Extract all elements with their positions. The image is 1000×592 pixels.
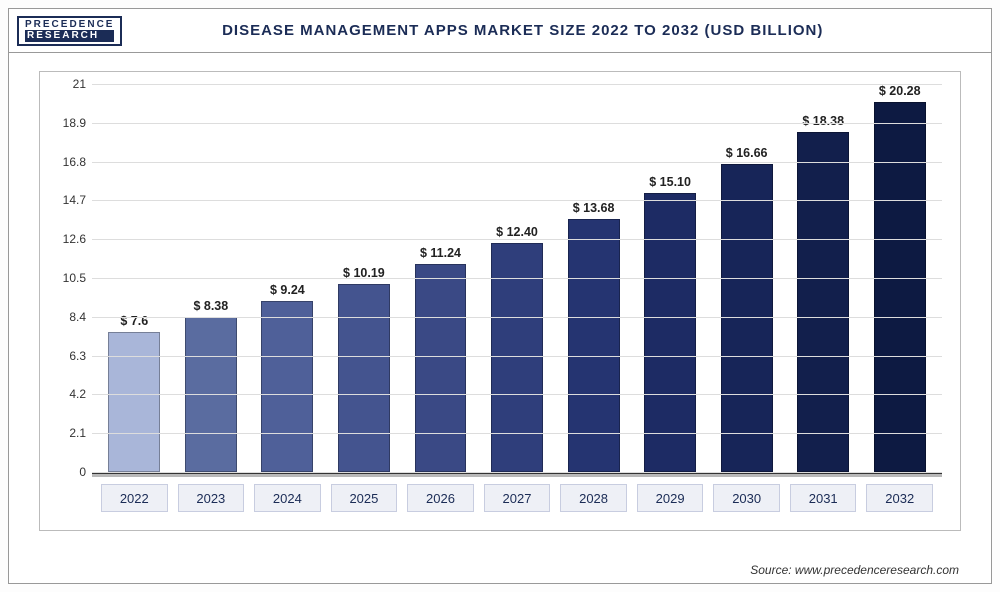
bar-value-label: $ 12.40 [496, 225, 538, 239]
grid-line [92, 356, 942, 357]
x-category-label: 2031 [790, 484, 857, 512]
source-citation: Source: www.precedenceresearch.com [750, 563, 959, 577]
grid-line [92, 123, 942, 124]
bar-rect [338, 284, 390, 472]
y-tick-label: 16.8 [48, 155, 86, 169]
x-category-label: 2029 [637, 484, 704, 512]
x-category-label: 2028 [560, 484, 627, 512]
bar-value-label: $ 7.6 [120, 314, 148, 328]
y-tick-label: 14.7 [48, 193, 86, 207]
bar-value-label: $ 11.24 [420, 246, 461, 260]
x-category-label: 2024 [254, 484, 321, 512]
chart-frame: PRECEDENCE RESEARCH DISEASE MANAGEMENT A… [8, 8, 992, 584]
y-tick-label: 8.4 [48, 310, 86, 324]
y-tick-label: 6.3 [48, 349, 86, 363]
x-category-label: 2027 [484, 484, 551, 512]
y-tick-label: 21 [48, 77, 86, 91]
x-axis-labels: 2022 2023 2024 2025 2026 2027 2028 2029 2030 2031… [92, 484, 942, 516]
bar-value-label: $ 20.28 [879, 84, 921, 98]
x-category-label: 2023 [178, 484, 245, 512]
logo-text-bottom: RESEARCH [25, 30, 114, 42]
bar-rect [874, 102, 926, 472]
logo-text-top: PRECEDENCE [25, 20, 114, 30]
bar-value-label: $ 9.24 [270, 283, 305, 297]
plot-area: $ 7.6$ 8.38$ 9.24$ 10.19$ 11.24$ 12.40$ … [92, 84, 942, 474]
bar-rect [797, 132, 849, 472]
bar-rect [108, 332, 160, 472]
x-category-label: 2022 [101, 484, 168, 512]
x-category-label: 2030 [713, 484, 780, 512]
grid-line [92, 472, 942, 473]
chart-title: DISEASE MANAGEMENT APPS MARKET SIZE 2022… [134, 22, 991, 39]
bar-rect [415, 264, 467, 472]
bar-rect [721, 164, 773, 472]
x-category-label: 2026 [407, 484, 474, 512]
chart-area: $ 7.6$ 8.38$ 9.24$ 10.19$ 11.24$ 12.40$ … [39, 71, 961, 531]
bar-value-label: $ 18.38 [802, 114, 844, 128]
y-tick-label: 2.1 [48, 426, 86, 440]
bar-value-label: $ 15.10 [649, 175, 691, 189]
grid-line [92, 394, 942, 395]
y-tick-label: 0 [48, 465, 86, 479]
baseline-shadow [92, 474, 942, 477]
bar-rect [261, 301, 313, 472]
bar-value-label: $ 16.66 [726, 146, 768, 160]
bar-rect [644, 193, 696, 472]
x-category-label: 2025 [331, 484, 398, 512]
header-bar: PRECEDENCE RESEARCH DISEASE MANAGEMENT A… [9, 9, 991, 53]
grid-line [92, 84, 942, 85]
y-tick-label: 4.2 [48, 387, 86, 401]
grid-line [92, 278, 942, 279]
grid-line [92, 433, 942, 434]
y-tick-label: 12.6 [48, 232, 86, 246]
bar-value-label: $ 13.68 [573, 201, 615, 215]
grid-line [92, 200, 942, 201]
bar-value-label: $ 8.38 [193, 299, 228, 313]
y-tick-label: 18.9 [48, 116, 86, 130]
brand-logo: PRECEDENCE RESEARCH [17, 16, 122, 46]
grid-line [92, 162, 942, 163]
grid-line [92, 239, 942, 240]
grid-line [92, 317, 942, 318]
y-tick-label: 10.5 [48, 271, 86, 285]
x-category-label: 2032 [866, 484, 933, 512]
